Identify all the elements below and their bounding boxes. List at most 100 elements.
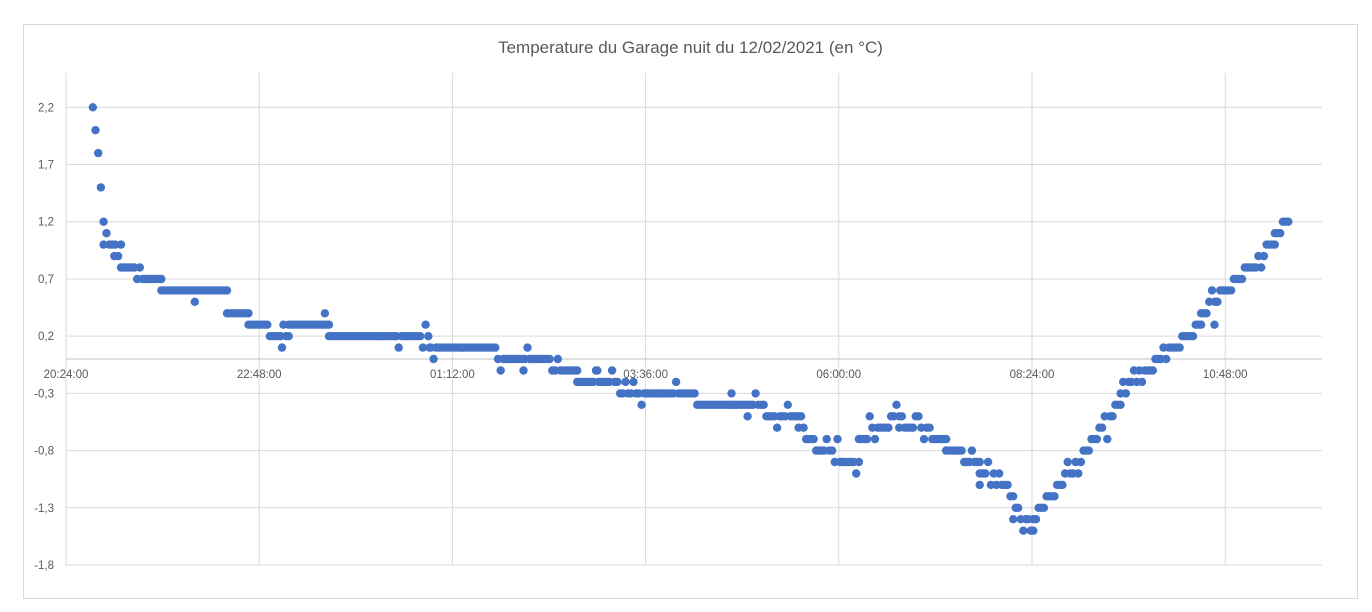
- data-point: [967, 446, 977, 455]
- data-point: [91, 126, 100, 135]
- data-point: [981, 469, 990, 478]
- data-point: [1210, 320, 1219, 329]
- x-tick-label: 08:24:00: [1010, 369, 1055, 381]
- data-point: [743, 412, 752, 421]
- data-point: [995, 469, 1004, 478]
- data-point: [637, 400, 646, 409]
- data-point: [99, 240, 108, 249]
- data-point: [854, 457, 864, 467]
- data-point: [957, 446, 966, 455]
- data-point: [116, 240, 126, 249]
- data-point: [772, 423, 782, 432]
- data-point: [975, 480, 984, 490]
- data-point: [941, 434, 951, 444]
- y-tick-label: 1,7: [38, 160, 54, 172]
- data-point: [416, 332, 425, 341]
- data-point: [523, 343, 532, 352]
- data-point: [1084, 446, 1094, 455]
- data-point: [983, 457, 993, 467]
- data-point: [94, 148, 103, 158]
- data-point: [919, 434, 929, 444]
- data-point: [1276, 229, 1285, 238]
- data-point: [519, 366, 528, 375]
- data-point: [1108, 412, 1117, 421]
- x-tick-label: 06:00:00: [816, 369, 861, 381]
- data-point: [629, 377, 638, 387]
- data-point: [1019, 526, 1028, 535]
- data-point: [759, 400, 768, 409]
- chart-frame: Temperature du Garage nuit du 12/02/2021…: [23, 24, 1358, 599]
- data-point: [833, 434, 842, 444]
- data-point: [1207, 286, 1217, 295]
- data-point: [496, 366, 505, 375]
- data-point: [1076, 457, 1086, 467]
- data-point: [827, 446, 837, 455]
- x-tick-label: 22:48:00: [237, 369, 282, 381]
- data-point: [593, 366, 602, 375]
- tick-labels: 2,2 1,7 1,2 0,7 0,2 -0,3 -0,8 -1,3 -1,8 20:24:00 2…: [34, 102, 1247, 572]
- y-tick-label: 0,7: [38, 274, 54, 286]
- data-point: [975, 457, 984, 467]
- data-point: [1009, 492, 1018, 501]
- data-point: [99, 217, 108, 226]
- x-tick-label: 20:24:00: [44, 369, 89, 381]
- data-points: [88, 103, 1293, 535]
- data-point: [1058, 480, 1067, 490]
- data-point: [429, 354, 438, 364]
- data-point: [284, 332, 293, 341]
- data-point: [1029, 526, 1038, 535]
- data-point: [897, 412, 907, 421]
- data-point: [573, 366, 582, 375]
- data-point: [1092, 434, 1102, 444]
- data-point: [1196, 320, 1206, 329]
- data-point: [491, 343, 500, 352]
- data-point: [1031, 515, 1041, 524]
- y-tick-label: -1,3: [34, 503, 54, 515]
- data-point: [394, 343, 403, 352]
- data-point: [111, 240, 120, 249]
- data-point: [545, 354, 554, 364]
- data-point: [1050, 492, 1059, 501]
- data-point: [865, 412, 874, 421]
- data-point: [157, 274, 166, 284]
- data-point: [1074, 469, 1083, 478]
- data-point: [1226, 286, 1236, 295]
- data-point: [727, 389, 736, 398]
- data-point: [914, 412, 923, 421]
- data-point: [88, 103, 98, 112]
- data-point: [1003, 480, 1012, 490]
- data-point: [690, 389, 699, 398]
- data-point: [607, 366, 617, 375]
- y-tick-label: 2,2: [38, 102, 54, 114]
- data-point: [320, 309, 330, 318]
- data-point: [425, 343, 434, 352]
- data-point: [1237, 274, 1247, 284]
- data-point: [1014, 503, 1023, 512]
- data-point: [96, 183, 106, 192]
- data-point: [1213, 297, 1222, 306]
- data-point: [751, 389, 760, 398]
- data-point: [324, 320, 334, 329]
- data-point: [222, 286, 232, 295]
- data-point: [925, 423, 934, 432]
- data-point: [277, 343, 287, 352]
- data-point: [621, 377, 630, 387]
- data-point: [799, 423, 808, 432]
- y-tick-label: -1,8: [34, 560, 54, 572]
- data-point: [424, 332, 433, 341]
- data-point: [822, 434, 831, 444]
- data-point: [870, 434, 880, 444]
- data-point: [908, 423, 918, 432]
- data-point: [1270, 240, 1280, 249]
- data-point: [796, 412, 806, 421]
- data-point: [263, 320, 272, 329]
- data-point: [1121, 389, 1131, 398]
- x-tick-label: 01:12:00: [430, 369, 475, 381]
- data-point: [1097, 423, 1107, 432]
- y-tick-label: 1,2: [38, 217, 54, 229]
- data-point: [1284, 217, 1293, 226]
- chart-svg: 2,2 1,7 1,2 0,7 0,2 -0,3 -0,8 -1,3 -1,8 20:24:00 2…: [34, 73, 1322, 572]
- data-point: [671, 377, 681, 387]
- data-point: [1257, 263, 1266, 272]
- data-point: [553, 354, 562, 364]
